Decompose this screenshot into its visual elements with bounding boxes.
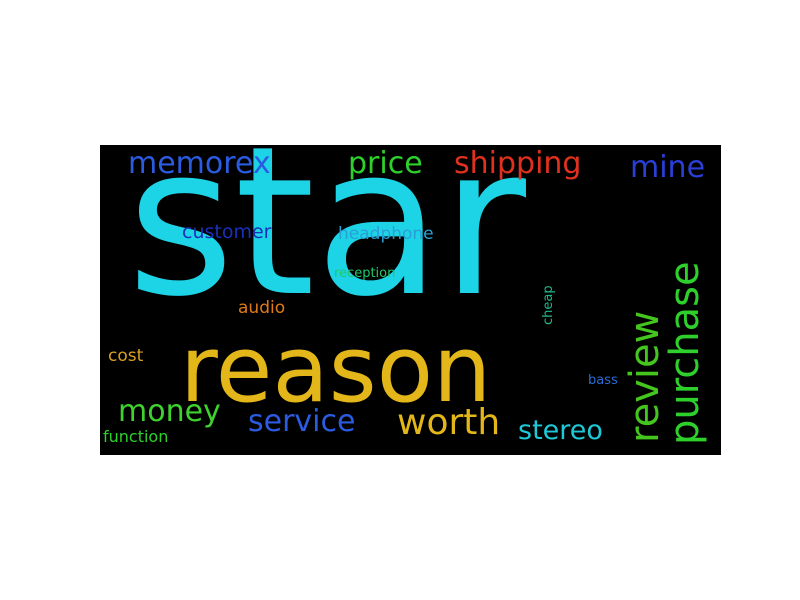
word-star: star (127, 145, 527, 342)
word-stereo: stereo (518, 415, 603, 446)
word-customer: customer (182, 221, 272, 243)
word-service: service (248, 404, 356, 439)
word-price: price (348, 146, 423, 181)
word-audio: audio (238, 298, 286, 318)
word-mine: mine (630, 150, 706, 185)
word-headphone: headphone (338, 224, 434, 244)
word-reason: reason (180, 316, 492, 423)
word-cost: cost (108, 346, 144, 366)
word-cheap: cheap (541, 285, 556, 325)
word-reception: reception (334, 266, 396, 281)
word-worth: worth (397, 402, 501, 443)
word-cloud: star reason memorex price shipping mine … (100, 145, 721, 455)
word-bass: bass (588, 373, 618, 388)
word-shipping: shipping (454, 146, 582, 181)
word-memorex: memorex (128, 146, 271, 181)
word-money: money (118, 394, 221, 429)
word-function: function (103, 427, 169, 446)
word-review: review (622, 310, 668, 443)
word-purchase: purchase (662, 261, 708, 445)
